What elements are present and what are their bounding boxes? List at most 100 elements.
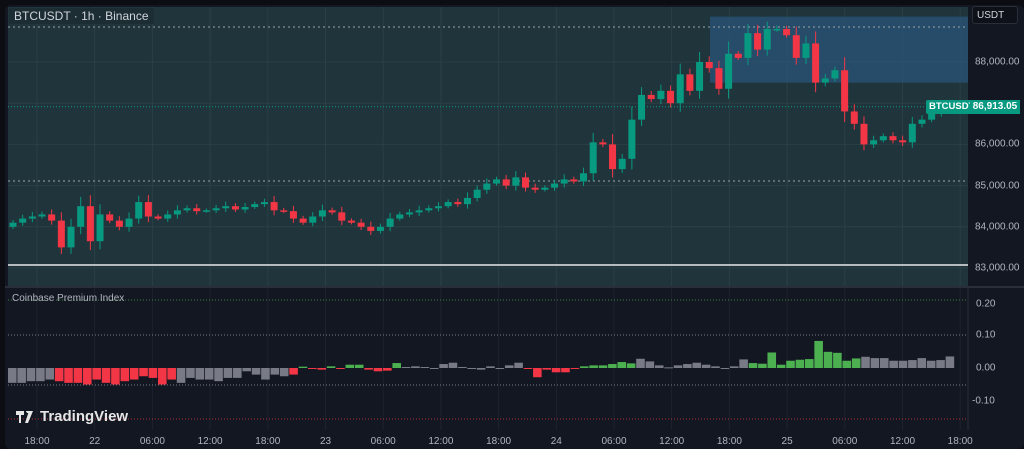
histogram-bar: [748, 363, 758, 368]
histogram-bar: [214, 368, 223, 382]
tradingview-logo[interactable]: TradingView: [16, 408, 128, 425]
time-axis-label: 23: [319, 436, 332, 447]
candle-up: [676, 74, 684, 104]
histogram-bar: [514, 362, 523, 368]
supply-zone: [710, 16, 968, 83]
histogram-bar: [495, 368, 505, 369]
time-axis-label: 25: [781, 436, 793, 447]
current-symbol-label: BTCUSDT: [926, 100, 978, 114]
candle-down: [144, 202, 152, 217]
histogram-bar: [148, 368, 158, 378]
candle-up: [135, 202, 143, 219]
histogram-bar: [289, 368, 298, 375]
histogram-bar: [467, 368, 477, 369]
candle-up: [928, 113, 936, 120]
candle-up: [696, 62, 704, 91]
candle-down: [647, 94, 655, 100]
histogram-bar: [889, 360, 898, 368]
histogram-bar: [776, 364, 786, 368]
symbol-title[interactable]: BTCUSDT · 1h · Binance: [9, 8, 154, 24]
candle-up: [183, 208, 191, 211]
histogram-bar: [176, 368, 186, 383]
candle-up: [125, 218, 133, 227]
candle-down: [531, 187, 539, 190]
histogram-bar: [561, 368, 570, 373]
histogram-bar: [523, 368, 533, 369]
histogram-bar: [195, 368, 205, 380]
candle-down: [299, 218, 307, 223]
candle-up: [96, 214, 104, 242]
time-axis-label: 12:00: [197, 436, 223, 447]
candle-up: [657, 90, 665, 100]
candle-up: [773, 29, 781, 31]
histogram-bar: [476, 368, 486, 370]
branding-text: TradingView: [40, 408, 129, 425]
histogram-bar: [589, 365, 598, 368]
histogram-bar: [36, 368, 45, 382]
price-axis-label: 88,000.00: [975, 56, 1020, 68]
histogram-bar: [504, 365, 514, 368]
histogram-bar: [833, 352, 842, 368]
candle-down: [850, 111, 858, 124]
histogram-bar: [786, 360, 795, 368]
candle-up: [473, 189, 481, 198]
histogram-bar: [204, 368, 214, 380]
candle-up: [202, 210, 210, 212]
candle-up: [870, 140, 878, 145]
candle-down: [231, 206, 239, 210]
histogram-bar: [429, 368, 439, 369]
histogram-bar: [326, 366, 336, 368]
histogram-bar: [814, 340, 823, 368]
histogram-bar: [139, 368, 148, 377]
histogram-bar: [111, 368, 120, 385]
candle-up: [879, 136, 887, 141]
histogram-bar: [261, 368, 270, 380]
histogram-bar: [486, 366, 495, 368]
candle-up: [483, 183, 491, 190]
candle-up: [580, 173, 588, 182]
histogram-bar: [917, 358, 927, 368]
candle-up: [241, 207, 249, 210]
price-axis-label: 85,000.00: [975, 180, 1020, 192]
candle-down: [502, 179, 510, 186]
histogram-bar: [683, 364, 692, 368]
time-axis-label: 06:00: [601, 436, 627, 447]
candle-down: [115, 220, 123, 227]
candle-down: [454, 202, 462, 205]
histogram-bar: [617, 362, 627, 368]
candle-down: [792, 35, 800, 58]
indicator-title[interactable]: Coinbase Premium Index: [12, 293, 125, 304]
histogram-bar: [345, 364, 355, 368]
histogram-bar: [64, 368, 73, 383]
histogram-bar: [598, 365, 608, 368]
candle-up: [173, 210, 181, 215]
candle-down: [705, 62, 713, 69]
histogram-bar: [83, 368, 92, 385]
histogram-bar: [645, 361, 655, 368]
currency-selector[interactable]: USDT: [972, 6, 1018, 24]
histogram-bar: [458, 367, 467, 369]
histogram-bar: [354, 364, 364, 368]
candle-up: [589, 142, 597, 174]
histogram-bar: [251, 368, 261, 375]
indicator-axis-label: -0.10: [972, 395, 995, 407]
candle-down: [889, 136, 897, 141]
histogram-bar: [729, 366, 739, 368]
candle-up: [802, 43, 810, 58]
histogram-bar: [45, 368, 55, 380]
histogram-bar: [242, 368, 251, 372]
histogram-bar: [579, 366, 589, 368]
candle-up: [260, 202, 268, 205]
histogram-bar: [861, 356, 870, 368]
candle-down: [522, 177, 530, 188]
candle-up: [744, 33, 752, 58]
histogram-bar: [26, 368, 36, 382]
histogram-bar: [823, 351, 833, 368]
histogram-bar: [692, 362, 702, 368]
candle-up: [493, 179, 500, 184]
price-axis-label: 86,000.00: [975, 138, 1020, 150]
candle-up: [425, 208, 433, 211]
candle-down: [841, 70, 849, 112]
time-axis-label: 18:00: [716, 436, 742, 447]
